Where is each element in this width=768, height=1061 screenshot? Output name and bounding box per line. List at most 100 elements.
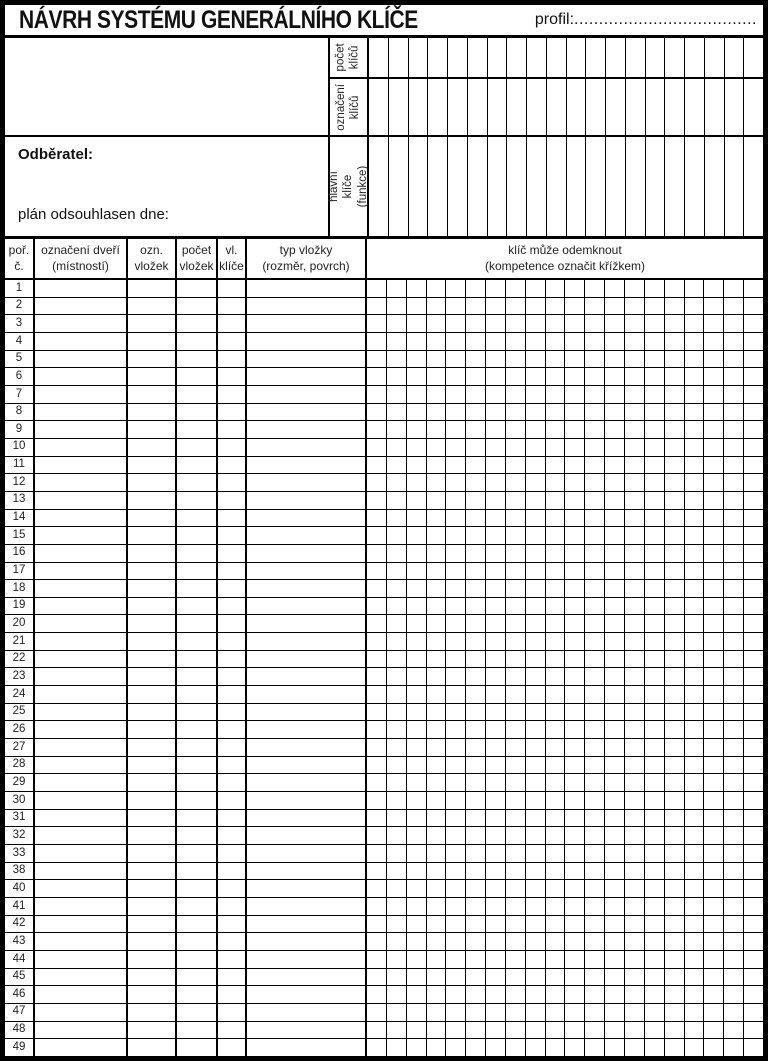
competence-cell xyxy=(704,1021,725,1039)
competence-cell xyxy=(625,527,645,544)
competence-cell xyxy=(704,862,725,880)
competence-cell xyxy=(645,792,665,809)
competence-cell xyxy=(665,703,685,721)
competence-cell xyxy=(744,633,763,650)
competence-cell xyxy=(565,880,586,897)
competence-cell xyxy=(506,527,526,544)
competence-cell xyxy=(446,880,467,897)
competence-cell xyxy=(704,297,725,315)
competence-cell xyxy=(387,880,407,897)
entry-cell xyxy=(128,986,177,1003)
entry-cell xyxy=(218,703,247,721)
entry-cell xyxy=(247,845,367,862)
competence-cell xyxy=(565,315,586,332)
competence-cell xyxy=(665,332,685,350)
competence-cell xyxy=(585,509,606,527)
entry-cell xyxy=(247,668,367,686)
entry-cell xyxy=(177,827,218,844)
competence-cell xyxy=(605,686,625,703)
competence-cell xyxy=(546,580,566,597)
key-grid-cell xyxy=(369,79,389,135)
competence-cell xyxy=(625,809,645,827)
competence-cell xyxy=(506,968,526,986)
key-designation-label: označení klíčů xyxy=(335,83,362,131)
competence-cell xyxy=(367,456,387,474)
col-header-key-can-unlock: klíč může odemknout (kompetence označit … xyxy=(484,242,646,273)
row-number: 11 xyxy=(5,456,35,474)
competence-cell xyxy=(387,739,407,756)
table-row: 2 xyxy=(5,297,763,316)
competence-cell xyxy=(625,385,645,403)
competence-cell xyxy=(486,1039,506,1056)
competence-cell xyxy=(466,809,487,827)
competence-cell xyxy=(704,756,725,774)
competence-cell xyxy=(506,827,526,844)
table-row: 38 xyxy=(5,862,763,881)
competence-cell xyxy=(605,668,625,686)
key-grid-cell xyxy=(527,38,547,77)
competence-cell xyxy=(685,491,705,509)
competence-cell xyxy=(704,915,725,933)
competence-cell xyxy=(605,385,625,403)
competence-cell xyxy=(585,315,606,332)
competence-cell xyxy=(585,615,606,633)
competence-cell xyxy=(387,438,407,456)
entry-cell xyxy=(128,862,177,880)
competence-cell xyxy=(744,863,763,880)
competence-cell xyxy=(704,933,725,950)
entry-cell xyxy=(247,1003,367,1021)
competence-cell xyxy=(744,898,763,915)
competence-cell xyxy=(427,509,447,527)
entry-cell xyxy=(247,527,367,544)
table-row: 11 xyxy=(5,456,763,475)
page-title: NÁVRH SYSTÉMU GENERÁLNÍHO KLÍČE xyxy=(19,5,418,34)
competence-cell xyxy=(526,438,546,456)
competence-cell xyxy=(506,280,526,297)
competence-cell xyxy=(585,474,606,491)
competence-cell xyxy=(665,456,685,474)
key-grid-cell xyxy=(468,137,488,236)
entry-cell xyxy=(128,809,177,827)
competence-cell xyxy=(704,897,725,915)
competence-cell xyxy=(466,385,487,403)
competence-cell xyxy=(685,950,705,968)
competence-cell xyxy=(367,509,387,527)
competence-cell xyxy=(704,350,725,368)
key-grid-cell xyxy=(389,79,409,135)
competence-cell xyxy=(466,862,487,880)
competence-cell xyxy=(446,332,467,350)
entry-cell xyxy=(177,280,218,297)
competence-cell xyxy=(407,933,427,950)
entry-cell xyxy=(218,739,247,756)
competence-cell xyxy=(565,809,586,827)
competence-cell xyxy=(486,615,506,633)
competence-cell xyxy=(704,332,725,350)
competence-cell xyxy=(506,668,526,686)
competence-cell xyxy=(724,774,745,792)
key-grid-cell xyxy=(369,38,389,77)
entry-cell xyxy=(35,580,128,597)
competence-cell xyxy=(546,986,566,1003)
entry-cell xyxy=(247,421,367,438)
entry-cell xyxy=(247,809,367,827)
entry-cell xyxy=(247,686,367,703)
competence-cell xyxy=(685,756,705,774)
competence-cell xyxy=(466,1003,487,1021)
entry-cell xyxy=(247,403,367,421)
competence-cell xyxy=(724,438,745,456)
competence-cell xyxy=(744,298,763,315)
competence-cell xyxy=(506,421,526,438)
competence-cell xyxy=(704,280,725,297)
competence-cell xyxy=(704,686,725,703)
competence-cell xyxy=(546,385,566,403)
competence-cell xyxy=(526,756,546,774)
competence-cell xyxy=(685,456,705,474)
competence-cell xyxy=(645,597,665,615)
competence-cell xyxy=(585,756,606,774)
entry-cell xyxy=(177,1003,218,1021)
competence-cell xyxy=(744,510,763,527)
competence-cell xyxy=(546,809,566,827)
competence-cell xyxy=(585,686,606,703)
competence-cell xyxy=(645,350,665,368)
competence-cell xyxy=(724,897,745,915)
